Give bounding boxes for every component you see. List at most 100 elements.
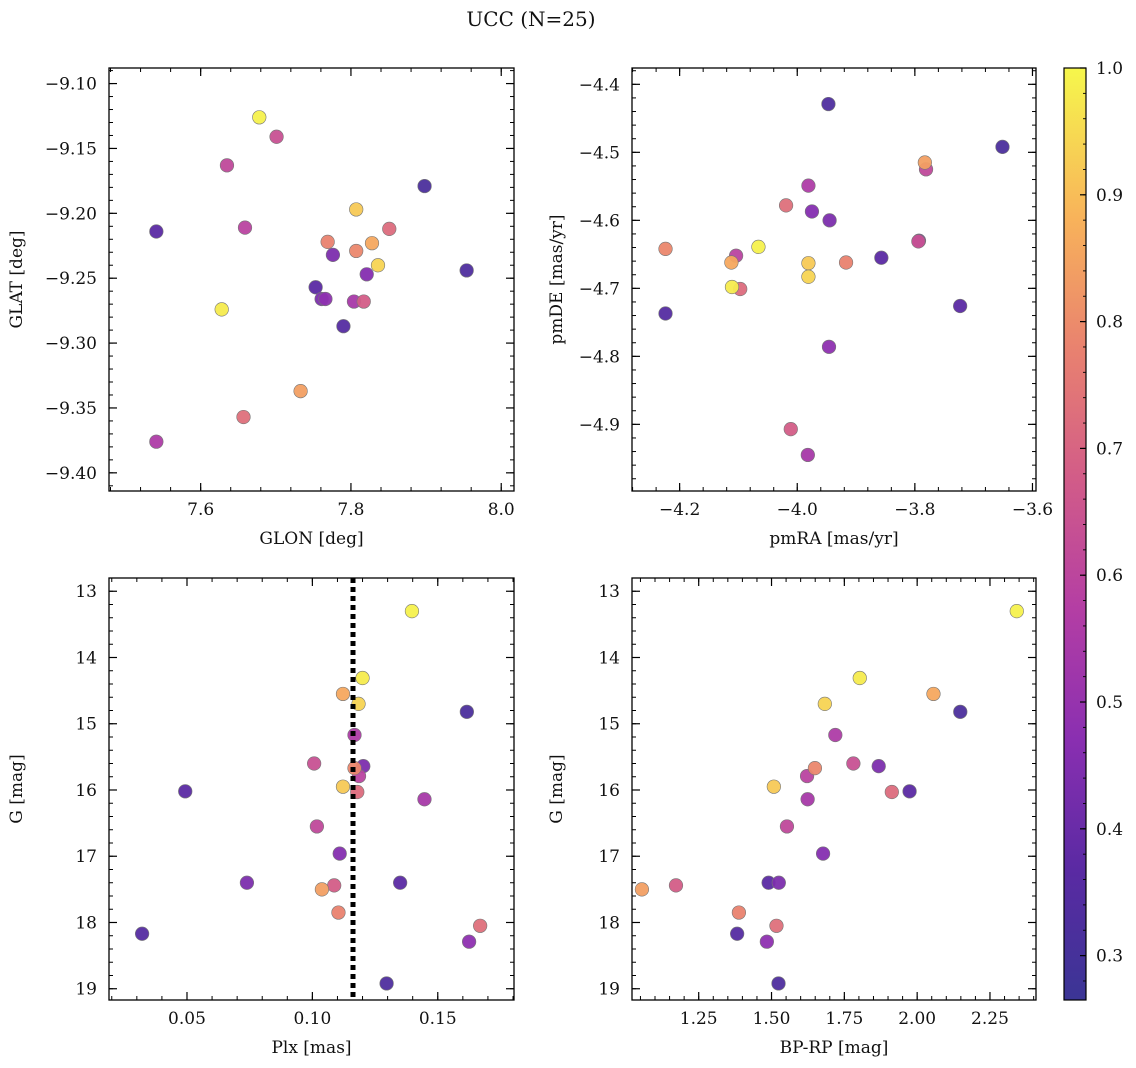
data-point	[236, 409, 251, 425]
data-point	[658, 306, 673, 321]
panel-bprp-g: 1.25 1.50 1.75 2.00 2.25 13 14 15 16 17 18 19 BP-RP …	[547, 577, 1037, 1058]
y-tick-label: 13	[598, 582, 620, 602]
data-point	[370, 258, 386, 273]
data-point	[214, 302, 229, 317]
data-point	[953, 298, 968, 314]
data-point	[874, 250, 889, 265]
y-tick-label: −9.25	[45, 269, 97, 289]
data-point	[771, 976, 786, 991]
data-point	[417, 178, 432, 194]
y-tick-label: 13	[75, 582, 97, 602]
data-point	[828, 727, 843, 743]
data-point	[356, 294, 371, 309]
y-tick-label: −4.7	[579, 279, 620, 299]
data-point	[355, 670, 370, 686]
data-point	[668, 878, 684, 893]
y-axis-label: G [mag]	[547, 754, 567, 823]
data-point	[821, 96, 836, 112]
y-tick-label: 17	[598, 847, 620, 867]
data-point	[852, 670, 867, 686]
x-tick-label: 0.15	[419, 1009, 457, 1029]
data-point	[658, 241, 673, 256]
data-point	[459, 263, 474, 278]
data-point	[953, 704, 968, 719]
colorbar-tick-label: 1.0	[1096, 59, 1123, 79]
x-axis-label: GLON [deg]	[259, 529, 363, 549]
y-tick-label: 14	[75, 648, 97, 668]
scatter-series	[149, 110, 474, 449]
scatter-series	[634, 604, 1024, 991]
y-tick-label: 15	[598, 715, 620, 735]
data-point	[801, 269, 816, 284]
x-tick-label: −3.6	[1012, 500, 1053, 520]
y-tick-label: −4.5	[579, 143, 620, 163]
data-point	[911, 234, 926, 249]
y-tick-label: 18	[598, 913, 620, 933]
data-point	[335, 686, 351, 702]
data-point	[364, 236, 380, 251]
data-point	[634, 882, 650, 897]
y-tick-label: −9.15	[45, 139, 97, 159]
data-point	[817, 696, 832, 711]
colorbar-tick-label: 0.5	[1096, 693, 1123, 713]
y-tick-label: −4.8	[579, 347, 620, 367]
data-point	[801, 256, 816, 271]
data-point	[219, 158, 235, 173]
data-point	[815, 846, 831, 861]
data-point	[724, 279, 740, 295]
data-point	[178, 784, 193, 799]
data-point	[149, 224, 164, 239]
panels: 7.6 7.8 8.0 −9.10 −9.15 −9.20 −9.25 −9.30 −9.35 −…	[7, 67, 1053, 1058]
data-point	[325, 247, 341, 262]
y-tick-label: −9.35	[45, 399, 97, 419]
data-point	[766, 779, 781, 794]
data-point	[252, 110, 267, 125]
data-point	[804, 204, 820, 219]
data-point	[730, 926, 745, 941]
data-point	[459, 704, 474, 719]
data-point	[751, 239, 766, 254]
x-tick-label: 7.8	[337, 500, 364, 520]
data-point	[926, 686, 941, 702]
y-tick-label: −4.4	[579, 75, 620, 95]
y-tick-label: 19	[598, 980, 620, 1000]
y-tick-label: −9.20	[45, 204, 97, 224]
data-point	[269, 129, 284, 144]
data-point	[309, 819, 324, 834]
x-tick-label: −4.0	[777, 500, 818, 520]
y-tick-label: −4.6	[579, 211, 620, 231]
y-axis-label: G [mag]	[7, 754, 27, 823]
data-point	[801, 178, 816, 193]
data-point	[995, 139, 1010, 154]
data-point	[318, 291, 333, 307]
scatter-series	[135, 604, 488, 991]
data-point	[320, 234, 335, 249]
x-axis-label: pmRA [mas/yr]	[769, 529, 898, 549]
y-tick-label: 16	[598, 781, 620, 801]
data-point	[822, 213, 837, 228]
x-tick-label: 2.00	[898, 1009, 936, 1029]
data-point	[846, 756, 861, 771]
colorbar-tick-label: 0.9	[1096, 186, 1123, 206]
data-point	[778, 198, 794, 213]
data-point	[239, 875, 255, 890]
data-point	[462, 934, 477, 949]
data-point	[917, 155, 932, 170]
colorbar-tick-label: 0.6	[1096, 566, 1123, 586]
y-tick-label: −9.30	[45, 334, 97, 354]
panel-pmra-pmde: −4.2 −4.0 −3.8 −3.6 −4.4 −4.5 −4.6 −4.7 −4.8 −4.9…	[547, 67, 1053, 549]
x-tick-label: 1.75	[825, 1009, 863, 1029]
data-point	[335, 779, 351, 794]
plot-frame	[631, 67, 1037, 492]
data-point	[349, 202, 364, 217]
data-point	[417, 792, 432, 807]
data-point	[800, 792, 815, 807]
x-tick-label: 8.0	[488, 500, 515, 520]
y-tick-label: 15	[75, 715, 97, 735]
data-point	[379, 976, 394, 991]
data-point	[902, 784, 917, 799]
y-axis-label: pmDE [mas/yr]	[547, 214, 567, 344]
data-point	[769, 918, 784, 933]
data-point	[404, 604, 420, 619]
